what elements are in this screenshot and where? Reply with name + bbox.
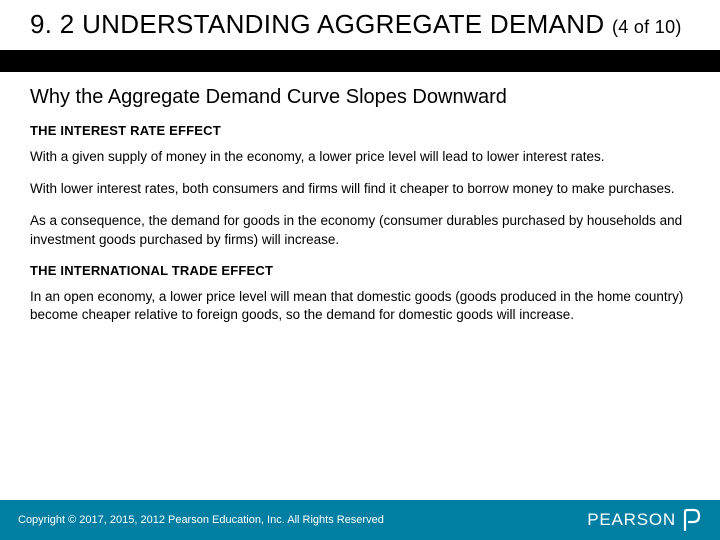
body-paragraph: As a consequence, the demand for goods i… bbox=[30, 212, 690, 248]
logo-text: PEARSON bbox=[587, 510, 676, 530]
pearson-logo: PEARSON bbox=[587, 508, 702, 532]
slide-footer: Copyright © 2017, 2015, 2012 Pearson Edu… bbox=[0, 500, 720, 540]
slide-title: 9. 2 UNDERSTANDING AGGREGATE DEMAND (4 o… bbox=[30, 10, 700, 40]
section-label-trade: THE INTERNATIONAL TRADE EFFECT bbox=[30, 263, 690, 278]
body-paragraph: With lower interest rates, both consumer… bbox=[30, 180, 690, 198]
slide-header: 9. 2 UNDERSTANDING AGGREGATE DEMAND (4 o… bbox=[0, 0, 720, 50]
slide-pager: (4 of 10) bbox=[612, 17, 682, 37]
logo-mark-icon bbox=[682, 508, 702, 532]
title-text: 9. 2 UNDERSTANDING AGGREGATE DEMAND bbox=[30, 9, 604, 39]
slide-content: Why the Aggregate Demand Curve Slopes Do… bbox=[0, 72, 720, 540]
slide: 9. 2 UNDERSTANDING AGGREGATE DEMAND (4 o… bbox=[0, 0, 720, 540]
body-paragraph: With a given supply of money in the econ… bbox=[30, 148, 690, 166]
body-paragraph: In an open economy, a lower price level … bbox=[30, 288, 690, 324]
copyright-text: Copyright © 2017, 2015, 2012 Pearson Edu… bbox=[18, 514, 384, 526]
section-label-interest: THE INTEREST RATE EFFECT bbox=[30, 123, 690, 138]
divider-bar bbox=[0, 50, 720, 72]
subtitle: Why the Aggregate Demand Curve Slopes Do… bbox=[30, 86, 690, 109]
